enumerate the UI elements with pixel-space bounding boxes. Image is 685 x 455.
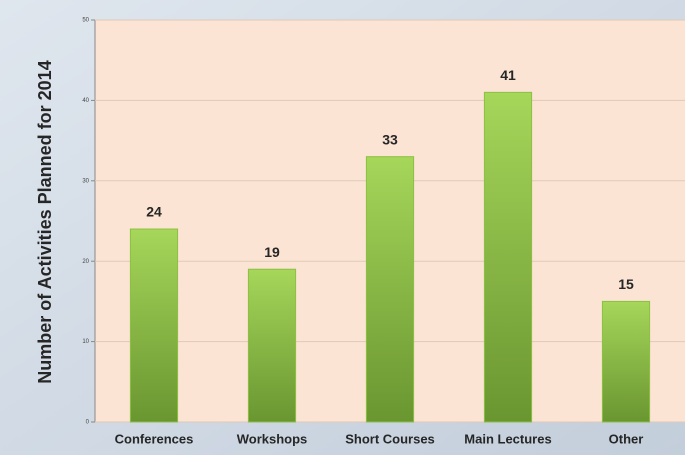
y-axis-label: Number of Activities Planned for 2014 <box>35 60 55 384</box>
bar <box>601 300 651 423</box>
x-tick-label: Conferences <box>115 431 194 446</box>
bar <box>129 228 179 423</box>
y-tick-label: 50 <box>82 18 89 24</box>
y-tick-label: 0 <box>86 420 90 426</box>
x-tick-label: Workshops <box>237 431 308 446</box>
bar <box>365 156 415 423</box>
data-label: 33 <box>382 131 398 147</box>
bar <box>247 268 297 423</box>
y-tick-label: 30 <box>82 178 89 184</box>
y-tick-label: 10 <box>82 339 89 345</box>
data-label: 41 <box>500 67 516 83</box>
x-tick-label: Other <box>609 431 644 446</box>
y-tick-label: 40 <box>82 98 89 104</box>
bar <box>483 91 533 423</box>
y-tick-label: 20 <box>82 259 89 265</box>
data-label: 24 <box>146 204 162 220</box>
data-label: 19 <box>264 244 280 260</box>
x-tick-label: Short Courses <box>345 431 435 446</box>
x-tick-label: Main Lectures <box>464 431 551 446</box>
data-label: 15 <box>618 276 634 292</box>
